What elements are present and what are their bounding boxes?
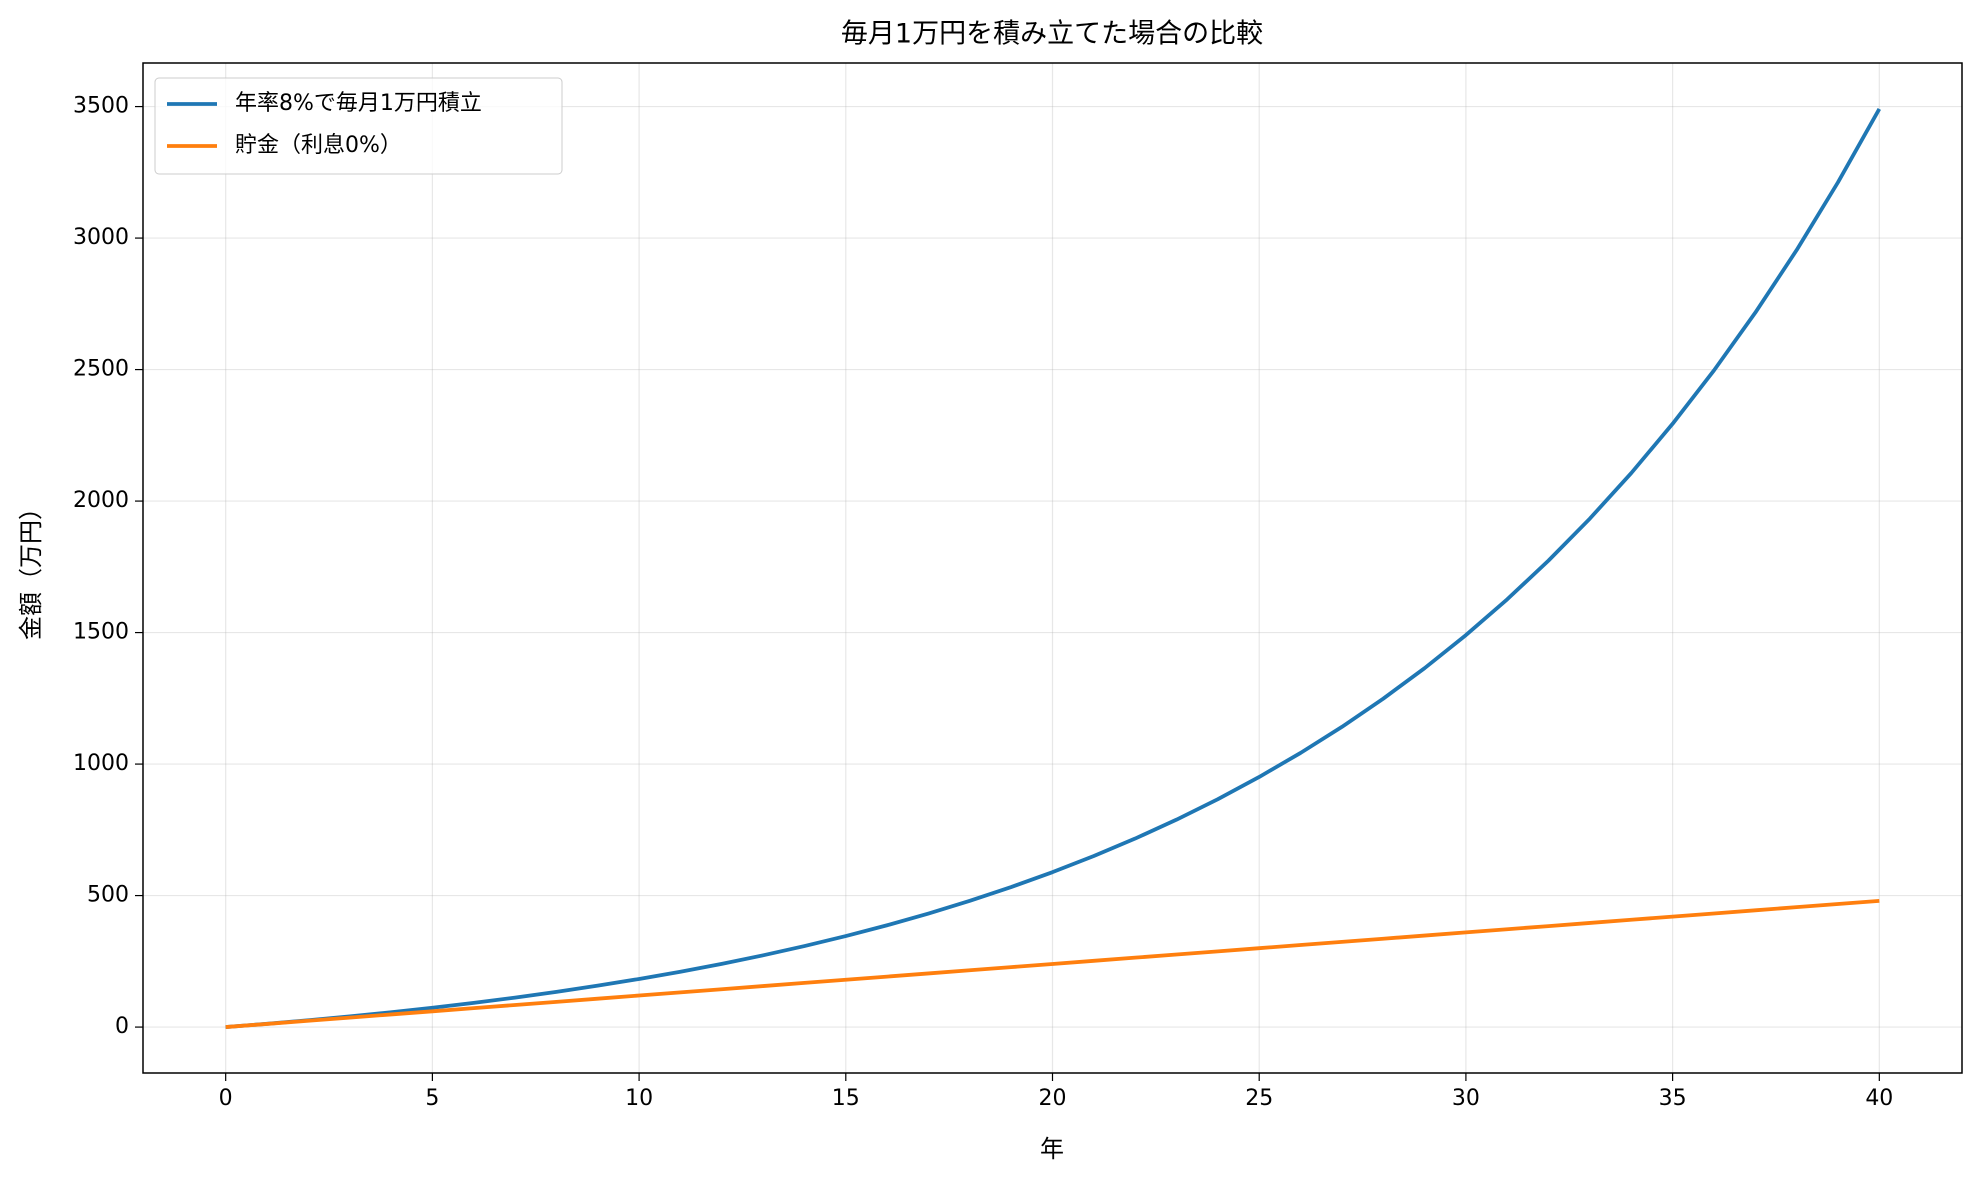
x-tick-label: 25 — [1245, 1086, 1273, 1111]
legend-label: 年率8%で毎月1万円積立 — [235, 91, 482, 116]
x-tick-label: 30 — [1452, 1086, 1480, 1111]
plot-frame — [142, 62, 1963, 1074]
y-tick-label: 3500 — [73, 94, 129, 119]
y-tick-label: 0 — [115, 1014, 129, 1039]
x-tick-label: 10 — [625, 1086, 653, 1111]
y-tick-label: 3000 — [73, 225, 129, 250]
line-series — [225, 898, 1880, 1029]
x-tick-label: 20 — [1039, 1086, 1067, 1111]
legend-label: 貯金（利息0%） — [235, 133, 402, 158]
y-tick-label: 1500 — [73, 620, 129, 645]
x-tick-label: 15 — [832, 1086, 860, 1111]
y-tick-label: 2500 — [73, 357, 129, 382]
y-axis-label: 金額（万円） — [17, 496, 45, 640]
line-series — [225, 107, 1881, 1029]
x-tick-label: 5 — [425, 1086, 439, 1111]
x-tick-label: 40 — [1865, 1086, 1893, 1111]
x-tick-label: 0 — [219, 1086, 233, 1111]
y-tick-label: 2000 — [73, 488, 129, 513]
chart-title: 毎月1万円を積み立てた場合の比較 — [841, 19, 1263, 50]
x-tick-label: 35 — [1659, 1086, 1687, 1111]
y-tick-label: 1000 — [73, 751, 129, 776]
x-axis-label: 年 — [1040, 1135, 1064, 1163]
y-tick-label: 500 — [87, 883, 129, 908]
legend-box — [154, 77, 563, 175]
